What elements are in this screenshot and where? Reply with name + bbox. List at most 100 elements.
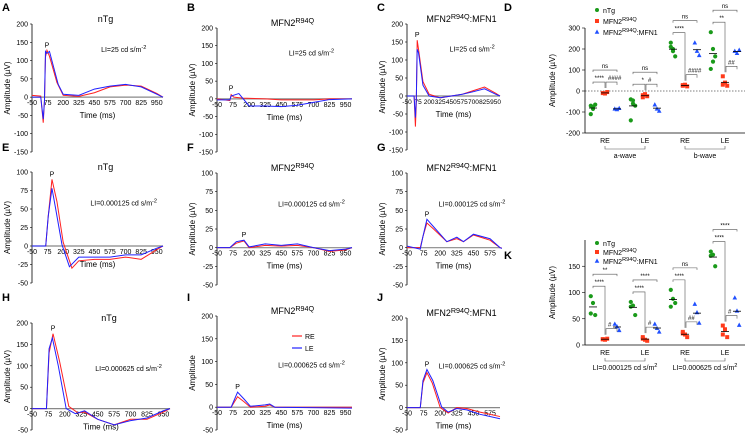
x-tick-label: 325 xyxy=(451,411,463,418)
category-label: LE xyxy=(721,350,730,357)
y-tick-label: 150 xyxy=(16,342,28,349)
x-tick-label: 200 xyxy=(434,411,446,418)
trace-LE xyxy=(217,391,353,409)
legend-label: MFN2R94Q:MFN1 xyxy=(603,257,658,266)
significance-bracket xyxy=(632,291,646,334)
panel-title: nTg xyxy=(101,313,117,323)
x-tick-label: 200 xyxy=(243,251,255,258)
significance-label: ** xyxy=(603,268,608,274)
x-tick-label: 450 xyxy=(468,411,480,418)
point-MFN2R94Q-MFN1 xyxy=(734,50,740,55)
x-axis-label: Time (ms) xyxy=(80,111,116,120)
x-tick-label: -50 xyxy=(212,410,222,417)
category-label: RE xyxy=(600,138,610,145)
y-tick-label: -50 xyxy=(18,113,28,120)
x-tick-label: 950 xyxy=(340,102,352,109)
x-tick-label: 950 xyxy=(340,251,352,258)
significance-bracket xyxy=(672,20,698,23)
significance-bracket xyxy=(592,69,618,73)
x-tick-label: 200 xyxy=(57,100,69,107)
x-tick-label: 325 xyxy=(451,251,463,258)
point-MFN2R94Q xyxy=(685,84,690,89)
x-tick-label: 700 xyxy=(308,251,320,258)
y-tick-label: 150 xyxy=(391,40,403,47)
point-MFN2R94Q-MFN1 xyxy=(694,309,700,315)
y-tick-label: -100 xyxy=(389,130,403,137)
panel-letter: B xyxy=(187,2,195,14)
legend-marker xyxy=(594,258,600,263)
point-MFN2R94Q xyxy=(645,94,650,99)
y-tick-label: -100 xyxy=(14,131,28,138)
panel-title: MFN2R94Q xyxy=(271,16,315,28)
point-MFN2R94Q xyxy=(640,95,645,100)
significance-label: #### xyxy=(608,76,622,82)
x-tick-label: 75 xyxy=(229,102,237,109)
point-MFN2R94Q xyxy=(605,90,610,95)
x-tick-label: 75 xyxy=(420,411,428,418)
significance-label: # xyxy=(648,321,652,327)
x-tick-label: 325 xyxy=(73,100,85,107)
point-MFN2R94Q-MFN1 xyxy=(736,322,742,327)
y-tick-label: 0 xyxy=(24,95,28,102)
y-tick-label: 0 xyxy=(576,89,580,96)
intensity-label: LI=0.000125 cd s/m-2 xyxy=(439,200,506,209)
legend-label: MFN2R94Q:MFN1 xyxy=(603,28,658,37)
significance-bracket xyxy=(672,32,686,81)
intensity-label: LI=25 cd s/m-2 xyxy=(289,48,334,57)
x-tick-label: 75 xyxy=(45,412,53,419)
y-tick-label: 200 xyxy=(201,26,213,33)
x-tick-label: 75 xyxy=(44,249,52,256)
y-tick-label: 150 xyxy=(568,264,580,271)
category-label: RE xyxy=(680,138,690,145)
point-nTg xyxy=(713,264,718,269)
point-MFN2R94Q xyxy=(643,92,647,97)
point-nTg xyxy=(713,54,718,59)
x-axis-label: Time (ms) xyxy=(436,422,472,431)
x-axis-label: Time (ms) xyxy=(267,421,303,430)
panel-title: MFN2R94Q xyxy=(271,161,315,173)
group-bracket xyxy=(604,146,646,150)
x-tick-label: 75 xyxy=(44,100,52,107)
y-tick-label: 300 xyxy=(568,26,580,33)
x-tick-label: 575 xyxy=(108,412,120,419)
intensity-label: LI=0.000625 cd s/m-2 xyxy=(439,361,506,370)
y-tick-label: 0 xyxy=(24,244,28,251)
y-tick-label: 0 xyxy=(209,96,213,103)
y-tick-label: -50 xyxy=(18,428,28,435)
significance-label: ns xyxy=(602,64,608,70)
y-tick-label: 0 xyxy=(209,245,213,252)
significance-bracket xyxy=(672,279,686,328)
y-tick-label: 50 xyxy=(205,208,213,215)
y-axis-label: Amplitude (µV) xyxy=(378,202,387,255)
intensity-label: LI=0.000625 cd s/m-2 xyxy=(278,360,345,369)
trace-LE xyxy=(32,50,164,120)
panel-letter: A xyxy=(2,2,10,14)
significance-label: **** xyxy=(635,286,645,292)
point-MFN2R94Q-MFN1 xyxy=(732,295,738,300)
panel-letter: E xyxy=(2,142,9,154)
point-nTg xyxy=(710,59,716,64)
y-tick-label: 200 xyxy=(201,314,213,321)
y-tick-label: 100 xyxy=(391,58,403,65)
category-label: RE xyxy=(680,350,690,357)
y-tick-label: 150 xyxy=(391,338,403,345)
y-tick-label: 100 xyxy=(16,170,28,177)
y-tick-label: -50 xyxy=(203,114,213,121)
significance-label: #### xyxy=(688,69,702,75)
group-label: LI=0.000125 cd s/m2 xyxy=(593,363,658,372)
y-tick-label: 0 xyxy=(576,343,580,350)
y-tick-label: -100 xyxy=(199,132,213,139)
y-tick-label: 0 xyxy=(399,405,403,412)
panel-letter: H xyxy=(2,292,10,304)
x-tick-label: 325 xyxy=(259,102,271,109)
x-tick-label: 450 xyxy=(446,99,457,106)
y-tick-label: 25 xyxy=(20,225,28,232)
y-tick-label: -150 xyxy=(199,150,213,157)
y-axis-label: Amplitude (µV) xyxy=(548,266,557,319)
significance-bracket xyxy=(592,285,606,335)
significance-bracket xyxy=(645,83,658,91)
group-bracket xyxy=(684,146,726,150)
point-MFN2R94Q xyxy=(720,74,725,79)
